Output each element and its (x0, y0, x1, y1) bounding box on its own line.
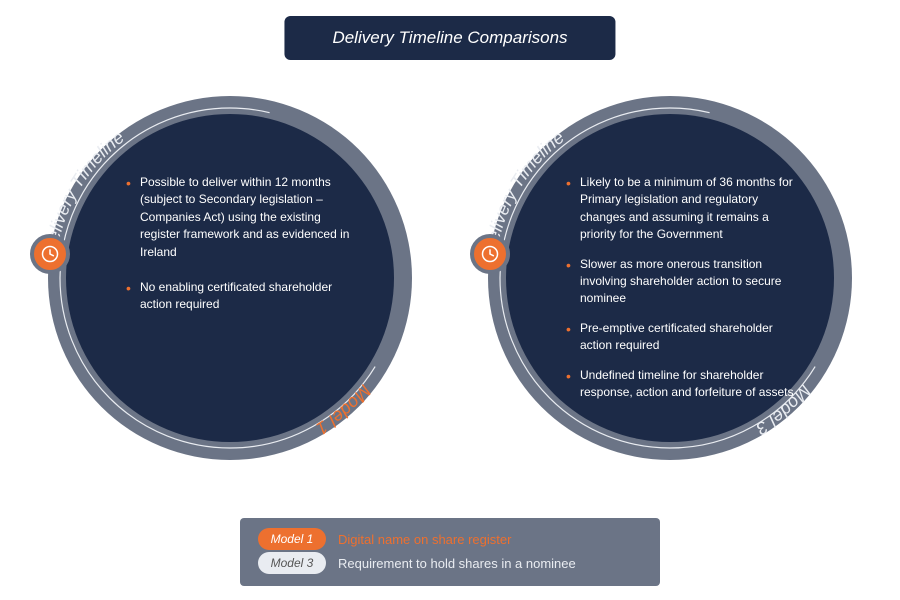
clock-icon (470, 234, 510, 274)
list-item: Likely to be a minimum of 36 months for … (566, 174, 794, 244)
inner-disc-model-1: Possible to deliver within 12 months (su… (66, 114, 394, 442)
timeline-circle-model-1: Delivery Timeline Model 1 Possible to de… (30, 78, 430, 478)
clock-icon (30, 234, 70, 274)
list-item: No enabling certificated shareholder act… (126, 279, 354, 314)
bullet-list-model-1: Possible to deliver within 12 months (su… (126, 174, 354, 314)
legend: Model 1 Digital name on share register M… (240, 518, 660, 586)
legend-pill-model-3: Model 3 (258, 552, 326, 574)
bullet-list-model-3: Likely to be a minimum of 36 months for … (566, 174, 794, 401)
legend-pill-model-1: Model 1 (258, 528, 326, 550)
legend-text-model-3: Requirement to hold shares in a nominee (338, 556, 576, 571)
circles-row: Delivery Timeline Model 1 Possible to de… (0, 78, 900, 498)
legend-row-model-3: Model 3 Requirement to hold shares in a … (258, 552, 642, 574)
list-item: Possible to deliver within 12 months (su… (126, 174, 354, 261)
inner-disc-model-3: Likely to be a minimum of 36 months for … (506, 114, 834, 442)
timeline-circle-model-3: Delivery Timeline Model 3 Likely to be a… (470, 78, 870, 478)
legend-text-model-1: Digital name on share register (338, 532, 511, 547)
list-item: Undefined timeline for shareholder respo… (566, 367, 794, 402)
page-title: Delivery Timeline Comparisons (284, 16, 615, 60)
list-item: Pre-emptive certificated shareholder act… (566, 320, 794, 355)
legend-row-model-1: Model 1 Digital name on share register (258, 528, 642, 550)
list-item: Slower as more onerous transition involv… (566, 256, 794, 308)
